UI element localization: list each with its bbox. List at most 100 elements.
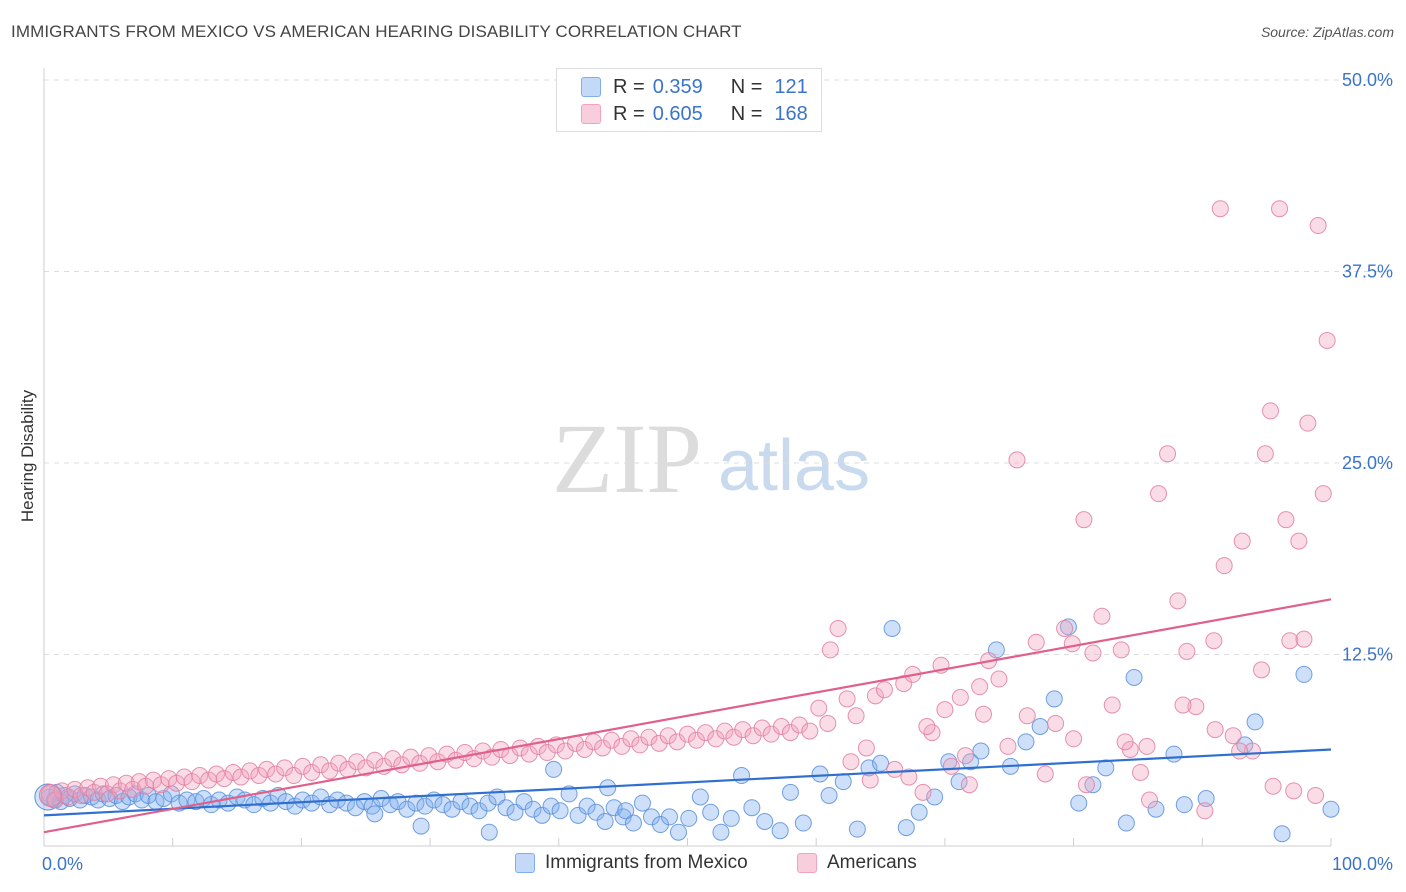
- data-point: [47, 791, 65, 809]
- gridlines: [44, 79, 1392, 655]
- data-point: [1224, 727, 1242, 745]
- trend-line-americans: [43, 598, 1332, 834]
- data-point: [1045, 690, 1063, 708]
- data-point: [1116, 733, 1134, 751]
- data-point: [461, 797, 479, 815]
- legend-swatch-pink: [797, 853, 817, 873]
- data-point: [38, 783, 62, 807]
- legend-r-value: 0.359: [652, 75, 703, 98]
- data-point: [886, 760, 904, 778]
- data-point: [1295, 665, 1313, 683]
- data-point: [1262, 402, 1280, 420]
- data-point: [842, 753, 860, 771]
- data-point: [479, 794, 497, 812]
- watermark-zip: ZIP: [552, 403, 702, 514]
- legend-swatch-pink: [581, 104, 601, 124]
- data-point: [1125, 668, 1143, 686]
- data-point: [412, 817, 430, 835]
- data-point: [66, 780, 84, 798]
- data-point: [691, 788, 709, 806]
- data-point: [384, 750, 402, 768]
- data-point: [312, 756, 330, 774]
- data-point: [1206, 721, 1224, 739]
- data-point: [258, 760, 276, 778]
- data-point: [679, 725, 696, 743]
- data-point: [1056, 619, 1074, 637]
- y-tick-label-3: 50.0%: [1342, 70, 1393, 90]
- y-tick-labels: 12.5% 25.0% 37.5% 50.0%: [1342, 70, 1393, 665]
- data-point: [434, 796, 452, 814]
- data-point: [1063, 635, 1081, 653]
- data-point: [1196, 802, 1214, 820]
- legend-row-immigrants: R = 0.359 N = 121: [581, 75, 808, 99]
- data-point: [942, 757, 960, 775]
- data-point: [1299, 414, 1317, 432]
- data-point: [1165, 745, 1183, 763]
- y-tick-label-2: 37.5%: [1342, 262, 1393, 282]
- source-label: Source: ZipAtlas.com: [1260, 24, 1394, 40]
- data-point: [829, 619, 847, 637]
- data-point: [1117, 814, 1135, 832]
- data-point: [702, 803, 720, 821]
- data-point: [722, 809, 740, 827]
- data-point: [560, 785, 578, 803]
- data-point: [951, 688, 969, 706]
- data-point: [1093, 607, 1111, 625]
- data-point: [587, 803, 605, 821]
- data-point: [990, 670, 1008, 688]
- data-point: [716, 722, 734, 740]
- data-point: [680, 809, 698, 827]
- x-tick-label-left: 0.0%: [42, 854, 83, 874]
- data-point: [497, 799, 515, 817]
- data-point: [753, 719, 771, 737]
- data-point: [971, 678, 989, 696]
- stats-legend: R = 0.359 N = 121 R = 0.605 N = 168: [556, 68, 822, 132]
- chart-title: IMMIGRANTS FROM MEXICO VS AMERICAN HEARI…: [11, 22, 742, 41]
- data-point: [191, 767, 209, 785]
- data-point: [936, 701, 954, 719]
- data-point: [480, 823, 498, 841]
- data-point: [1169, 592, 1187, 610]
- data-point: [734, 721, 752, 739]
- data-point: [407, 794, 425, 812]
- data-point: [98, 785, 116, 803]
- series-americans-points: [38, 200, 1336, 820]
- data-point: [1233, 532, 1251, 550]
- data-point: [1150, 485, 1168, 503]
- data-point: [267, 765, 285, 783]
- trend-line-immigrants: [43, 748, 1332, 817]
- trend-lines: [43, 598, 1332, 834]
- data-point: [1256, 445, 1274, 463]
- data-point: [1215, 557, 1233, 575]
- data-point: [1174, 696, 1192, 714]
- data-point: [330, 754, 348, 772]
- data-point: [1103, 696, 1121, 714]
- data-point: [294, 757, 312, 775]
- data-point: [617, 802, 635, 820]
- data-point: [366, 805, 384, 823]
- legend-n-value: 168: [774, 102, 808, 125]
- data-point: [624, 814, 642, 832]
- data-point: [918, 718, 936, 736]
- data-point: [972, 742, 990, 760]
- data-point: [1097, 759, 1115, 777]
- data-point: [857, 739, 875, 757]
- data-point: [820, 786, 838, 804]
- series-legend: Immigrants from Mexico Americans: [0, 852, 1406, 878]
- legend-item-immigrants: Immigrants from Mexico: [515, 852, 748, 874]
- data-point: [1197, 790, 1215, 808]
- legend-row-americans: R = 0.605 N = 168: [581, 102, 808, 126]
- data-point: [1027, 633, 1045, 651]
- y-axis-title: Hearing Disability: [18, 389, 37, 522]
- data-point: [524, 800, 542, 818]
- data-point: [950, 773, 968, 791]
- data-point: [659, 727, 677, 745]
- data-point: [1047, 714, 1065, 732]
- data-point: [1018, 707, 1036, 725]
- data-point: [633, 794, 651, 812]
- data-point: [956, 747, 974, 765]
- data-point: [834, 773, 852, 791]
- data-point: [241, 762, 259, 780]
- data-point: [294, 791, 312, 809]
